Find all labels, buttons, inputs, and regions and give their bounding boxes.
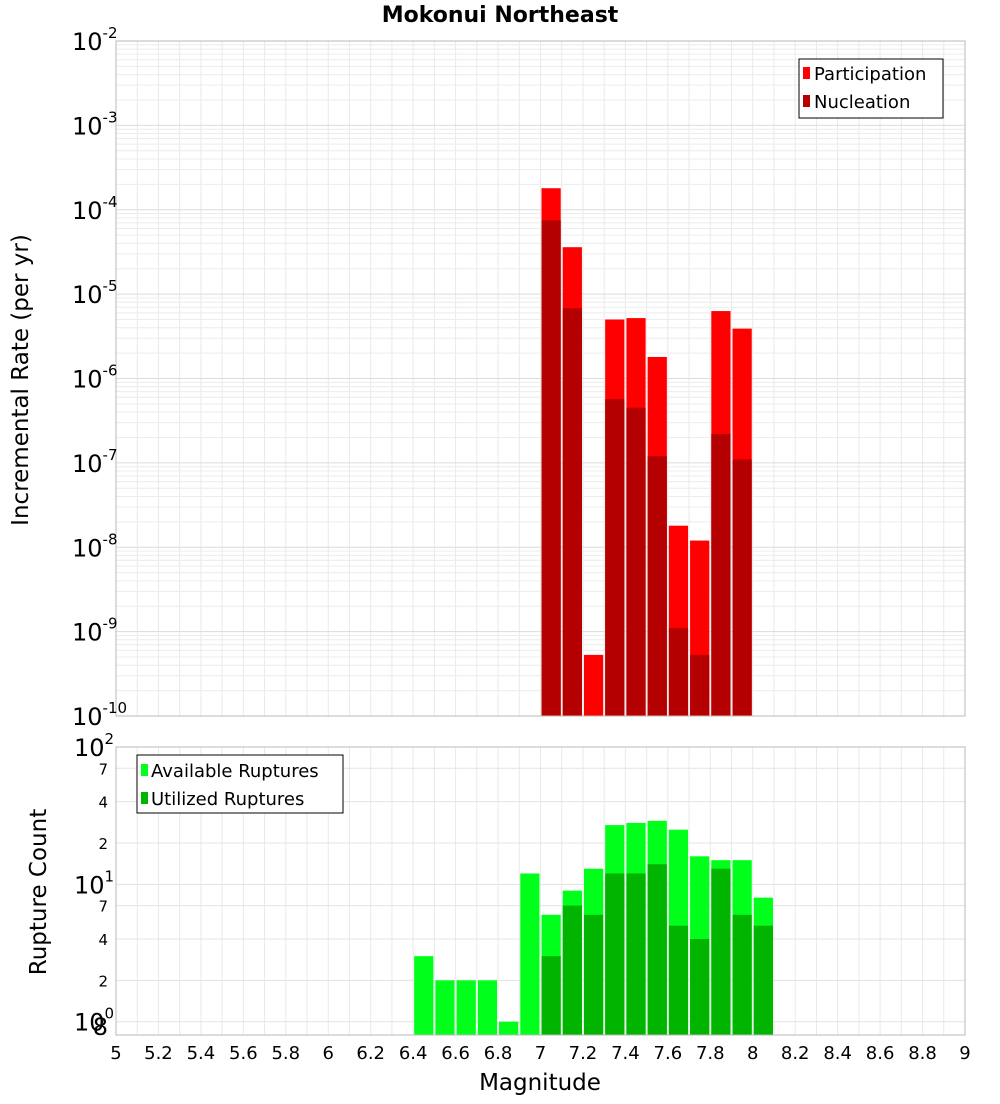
legend-label: Utilized Ruptures	[151, 789, 304, 810]
top-bars	[541, 188, 752, 717]
y-minor-tick-label: 2	[98, 835, 108, 853]
x-tick-label: 6	[323, 1043, 334, 1064]
x-tick-label: 8.8	[908, 1043, 937, 1064]
legend-swatch	[803, 95, 810, 107]
x-tick-label: 6.2	[356, 1043, 385, 1064]
legend-box	[136, 754, 344, 814]
nucleation-bar	[690, 654, 710, 716]
y-minor-tick-label: 4	[98, 931, 108, 949]
x-tick-label: 8.6	[866, 1043, 895, 1064]
bottom-legend: Available Ruptures Utilized Ruptures	[136, 754, 344, 814]
utilized-bar	[562, 905, 582, 1035]
x-tick-label: 6.4	[399, 1043, 428, 1064]
x-tick-label: 5	[110, 1043, 121, 1064]
utilized-bar	[605, 873, 625, 1035]
x-tick-label: 5.4	[187, 1043, 216, 1064]
x-tick-label: 8.2	[781, 1043, 810, 1064]
y-tick-label: 100	[74, 1005, 114, 1037]
x-tick-label: 5.6	[229, 1043, 258, 1064]
nucleation-bar	[562, 308, 582, 716]
nucleation-bar	[626, 407, 646, 716]
legend-swatch	[803, 67, 810, 79]
y-tick-label: 10-3	[72, 108, 118, 140]
nucleation-bar	[647, 456, 667, 716]
x-tick-label: 7.8	[696, 1043, 725, 1064]
x-tick-label: 8.4	[823, 1043, 852, 1064]
utilized-bar	[690, 939, 710, 1035]
legend-label: Nucleation	[814, 92, 910, 113]
y-minor-tick-label: 7	[98, 898, 108, 916]
y-tick-label: 102	[74, 730, 114, 762]
bottom-y-axis-label: Rupture Count	[26, 809, 52, 975]
bottom-plot-frame	[115, 746, 966, 1036]
y-tick-label: 10-6	[72, 362, 118, 394]
top-y-axis-label: Incremental Rate (per yr)	[8, 234, 34, 526]
x-tick-label: 9	[959, 1043, 970, 1064]
top-plot-frame	[115, 40, 966, 717]
x-tick-label: 5.8	[271, 1043, 300, 1064]
top-legend: Participation Nucleation	[798, 58, 944, 119]
y-minor-tick-label: 2	[98, 972, 108, 990]
nucleation-bar	[711, 433, 731, 716]
available-bar	[477, 980, 498, 1035]
chart-title: Mokonui Northeast	[382, 3, 619, 28]
participation-bar	[583, 654, 604, 716]
y-tick-label: 10-10	[72, 699, 127, 731]
legend-box	[798, 58, 944, 119]
top-grid	[115, 41, 966, 717]
x-tick-label: 7.4	[611, 1043, 640, 1064]
utilized-bar	[668, 925, 689, 1035]
x-tick-label: 7.2	[569, 1043, 598, 1064]
utilized-bar	[753, 925, 773, 1035]
utilized-bar	[583, 914, 604, 1035]
utilized-bar	[626, 873, 646, 1035]
bottom-bars	[414, 820, 773, 1035]
y-tick-label: 10-9	[72, 615, 118, 647]
rate-plot: 10-10 10-9 10-8 10-7 10-6 10-5 10-4 10-3 10-2 Par…	[72, 24, 966, 731]
legend-label: Available Ruptures	[151, 761, 319, 782]
y-minor-tick-label: 4	[98, 794, 108, 812]
y-tick-label: 10-7	[72, 446, 118, 478]
y-minor-tick-label: 8	[93, 1013, 108, 1041]
x-tick-label: 6.6	[441, 1043, 470, 1064]
nucleation-bar	[668, 628, 689, 716]
utilized-bar	[541, 956, 561, 1035]
nucleation-bar	[541, 220, 561, 717]
available-bar	[520, 873, 540, 1035]
utilized-bar	[732, 914, 752, 1035]
nucleation-bar	[732, 459, 752, 716]
y-tick-label: 10-5	[72, 277, 118, 309]
y-minor-tick-label: 7	[98, 760, 108, 778]
utilized-bar	[711, 868, 731, 1035]
x-tick-label: 6.8	[484, 1043, 513, 1064]
available-bar	[499, 1021, 519, 1035]
utilized-bar	[647, 864, 667, 1035]
x-tick-label: 8	[747, 1043, 758, 1064]
legend-label: Participation	[814, 64, 926, 85]
count-plot: 100 101 102 8 2 4 7 2 4 7 5 5.2 5.4 5.6 5.8 6 6.2 6.4 6.6 6…	[74, 730, 971, 1064]
available-bar	[456, 980, 476, 1035]
available-bar	[414, 956, 434, 1035]
y-tick-label: 10-2	[72, 24, 118, 56]
y-tick-label: 10-8	[72, 530, 118, 562]
legend-swatch	[141, 764, 148, 776]
available-bar	[435, 980, 455, 1035]
legend-swatch	[141, 792, 148, 804]
x-tick-label: 7	[535, 1043, 546, 1064]
x-axis-label: Magnitude	[479, 1070, 601, 1096]
y-tick-label: 101	[74, 867, 114, 899]
x-tick-label: 5.2	[144, 1043, 173, 1064]
x-tick-label: 7.6	[654, 1043, 683, 1064]
y-tick-label: 10-4	[72, 193, 118, 225]
nucleation-bar	[605, 399, 625, 716]
